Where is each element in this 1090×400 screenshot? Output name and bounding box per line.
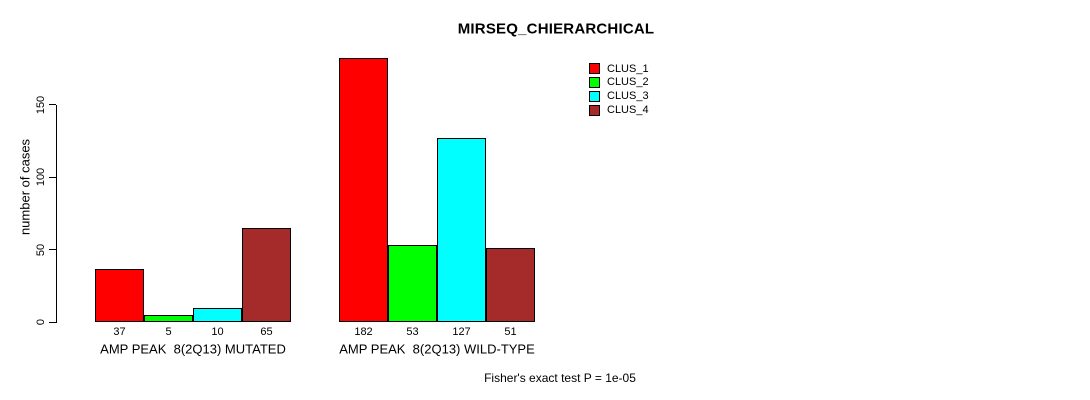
y-axis-tick-label: 0 [35, 319, 47, 326]
bar-clus_1-group2 [339, 58, 388, 323]
bar-clus_4-group2 [486, 248, 535, 323]
bar-value-label: 5 [165, 325, 172, 338]
chart-title: MIRSEQ_CHIERARCHICAL [457, 20, 655, 38]
bar-value-label: 53 [406, 325, 419, 338]
bar-clus_3-group1 [193, 307, 242, 323]
bar-value-label: 37 [113, 325, 126, 338]
y-axis-tick [49, 321, 56, 323]
y-axis-tick-label: 150 [35, 95, 47, 114]
legend-color-swatch [589, 104, 600, 116]
bar-clus_2-group1 [144, 315, 193, 323]
bar-clus_3-group2 [437, 138, 486, 323]
x-category-label: AMP PEAK 8(2Q13) WILD-TYPE [339, 341, 535, 356]
legend-label: CLUS_3 [607, 90, 649, 103]
legend-color-swatch [589, 63, 600, 74]
bar-clus_1-group1 [95, 268, 144, 323]
y-axis-tick [49, 104, 56, 106]
legend-label: CLUS_1 [607, 62, 649, 75]
bar-clus_2-group2 [388, 245, 437, 323]
y-axis-tick-label: 50 [35, 243, 47, 256]
fisher-test-annotation: Fisher's exact test P = 1e-05 [484, 371, 636, 385]
bar-value-label: 182 [354, 325, 373, 338]
y-axis-line [56, 104, 57, 324]
legend-color-swatch [589, 90, 600, 102]
bar-value-label: 51 [504, 325, 517, 338]
legend-label: CLUS_4 [607, 104, 649, 117]
bar-value-label: 65 [260, 325, 273, 338]
y-axis-label: number of cases [17, 138, 33, 236]
legend-label: CLUS_2 [607, 76, 649, 89]
bar-value-label: 127 [452, 325, 471, 338]
bar-value-label: 10 [211, 325, 224, 338]
y-axis-tick-label: 100 [35, 168, 47, 187]
x-category-label: AMP PEAK 8(2Q13) MUTATED [100, 341, 286, 356]
y-axis-tick [49, 249, 56, 251]
legend-color-swatch [589, 76, 600, 88]
y-axis-tick [49, 176, 56, 178]
bar-clus_4-group1 [242, 227, 291, 323]
